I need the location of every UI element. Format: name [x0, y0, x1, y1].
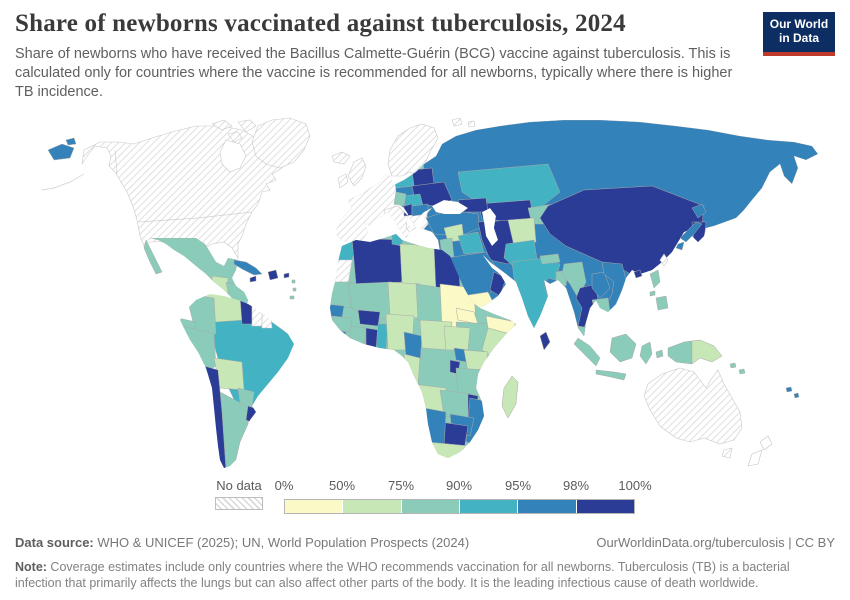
legend-tick: 100%: [618, 478, 652, 493]
legend-color-bar: 0% 50% 75% 90% 95% 98% 100%: [275, 478, 652, 514]
world-choropleth-map: [0, 112, 850, 472]
legend-swatch-98-100[interactable]: [576, 500, 634, 513]
logo-line2: in Data: [778, 31, 819, 45]
country-nepal[interactable]: [539, 253, 561, 265]
legend-tick: 75%: [387, 478, 415, 493]
country-guatemala[interactable]: [211, 275, 229, 295]
legend-swatch-0-50[interactable]: [285, 500, 344, 513]
country-sierra-leone[interactable]: [335, 329, 347, 343]
data-source-text: WHO & UNICEF (2025); UN, World Populatio…: [93, 535, 470, 550]
country-uk[interactable]: [347, 157, 367, 187]
country-suriname[interactable]: [251, 301, 263, 327]
country-png[interactable]: [691, 339, 723, 365]
country-western-sahara[interactable]: [326, 259, 353, 285]
country-puerto-rico[interactable]: [283, 272, 290, 279]
country-algeria[interactable]: [351, 237, 403, 285]
country-jamaica[interactable]: [249, 275, 257, 283]
legend-no-data-label: No data: [216, 478, 262, 493]
country-new-zealand[interactable]: [747, 435, 773, 467]
country-greenland[interactable]: [251, 117, 311, 169]
country-guinea[interactable]: [331, 315, 353, 333]
country-hispaniola[interactable]: [267, 269, 279, 281]
note-text: Coverage estimates include only countrie…: [15, 559, 790, 591]
country-taiwan[interactable]: [659, 253, 669, 267]
chart-footer: Data source: WHO & UNICEF (2025); UN, Wo…: [15, 534, 835, 592]
country-fiji[interactable]: [785, 386, 800, 399]
country-cameroon[interactable]: [403, 331, 423, 363]
country-hainan[interactable]: [633, 269, 643, 279]
legend-tick: 98%: [562, 478, 590, 493]
source-row: Data source: WHO & UNICEF (2025); UN, Wo…: [15, 534, 835, 552]
country-svalbard[interactable]: [451, 117, 476, 128]
owid-logo[interactable]: Our World in Data: [763, 12, 835, 56]
country-gabon-congo[interactable]: [403, 353, 421, 385]
chart-subtitle: Share of newborns who have received the …: [15, 46, 733, 101]
note-row: Note: Coverage estimates include only co…: [15, 559, 835, 593]
legend-tick-labels: 0% 50% 75% 90% 95% 98% 100%: [275, 478, 652, 495]
country-sri-lanka[interactable]: [539, 331, 551, 351]
legend-swatch-50-75[interactable]: [343, 500, 402, 513]
legend-swatch-95-98[interactable]: [518, 500, 577, 513]
chart-header: Share of newborns vaccinated against tub…: [15, 10, 835, 102]
legend-swatch-75-90[interactable]: [401, 500, 460, 513]
country-bulgaria[interactable]: [411, 203, 429, 217]
country-arctic-islands[interactable]: [211, 119, 257, 143]
country-australia[interactable]: [643, 367, 743, 445]
country-solomon-islands[interactable]: [729, 362, 746, 375]
country-burkina[interactable]: [357, 309, 381, 327]
country-namibia[interactable]: [423, 407, 447, 449]
country-french-guiana[interactable]: [261, 307, 273, 329]
country-serbia[interactable]: [403, 203, 413, 217]
country-cambodia[interactable]: [591, 297, 611, 315]
country-cote-divoire[interactable]: [349, 325, 367, 351]
aleutian-islands: [41, 173, 85, 191]
country-west-papua[interactable]: [667, 340, 693, 365]
country-lesser-antilles[interactable]: [289, 279, 297, 300]
country-ireland[interactable]: [337, 173, 349, 189]
country-cuba[interactable]: [233, 259, 263, 276]
country-scandinavia[interactable]: [387, 123, 439, 177]
logo-line1: Our World: [769, 17, 829, 32]
us-canada-border: [114, 149, 253, 223]
country-hungary[interactable]: [393, 191, 407, 207]
country-india[interactable]: [511, 257, 561, 333]
country-chad[interactable]: [415, 283, 445, 327]
map-legend: No data 0% 50% 75% 90% 95% 98% 100%: [0, 478, 850, 520]
note-label: Note:: [15, 559, 47, 574]
legend-swatch-90-95[interactable]: [459, 500, 519, 513]
country-madagascar[interactable]: [501, 375, 519, 419]
owid-link[interactable]: OurWorldinData.org/tuberculosis | CC BY: [596, 535, 835, 550]
country-iraq[interactable]: [457, 231, 485, 255]
country-chukotka[interactable]: [47, 137, 77, 161]
country-south-sudan[interactable]: [443, 325, 471, 351]
legend-tick: 90%: [445, 478, 473, 493]
country-senegal[interactable]: [326, 303, 345, 319]
page-title: Share of newborns vaccinated against tub…: [15, 10, 626, 37]
data-source: Data source: WHO & UNICEF (2025); UN, Wo…: [15, 534, 469, 552]
country-caucasus[interactable]: [457, 197, 489, 213]
legend-no-data: No data: [215, 478, 263, 510]
country-indonesia[interactable]: [573, 333, 664, 381]
legend-tick: 95%: [504, 478, 532, 493]
country-tasmania[interactable]: [721, 447, 733, 459]
country-ghana[interactable]: [365, 327, 379, 353]
south-america-group: [180, 294, 294, 468]
country-niger[interactable]: [387, 281, 421, 319]
legend-swatches: [284, 499, 635, 514]
country-tanzania[interactable]: [455, 367, 487, 397]
country-afghanistan[interactable]: [507, 217, 537, 247]
data-source-label: Data source:: [15, 535, 94, 550]
country-south-africa[interactable]: [427, 441, 471, 464]
country-baja[interactable]: [143, 239, 163, 275]
map-svg: [41, 117, 818, 468]
country-philippines[interactable]: [649, 269, 669, 311]
country-japan[interactable]: [675, 203, 707, 251]
legend-tick: 0%: [274, 478, 294, 493]
country-iceland[interactable]: [331, 151, 351, 165]
country-laos[interactable]: [591, 271, 611, 299]
legend-no-data-swatch[interactable]: [215, 497, 263, 510]
country-togo-benin[interactable]: [375, 323, 389, 351]
legend-tick: 50%: [328, 478, 356, 493]
